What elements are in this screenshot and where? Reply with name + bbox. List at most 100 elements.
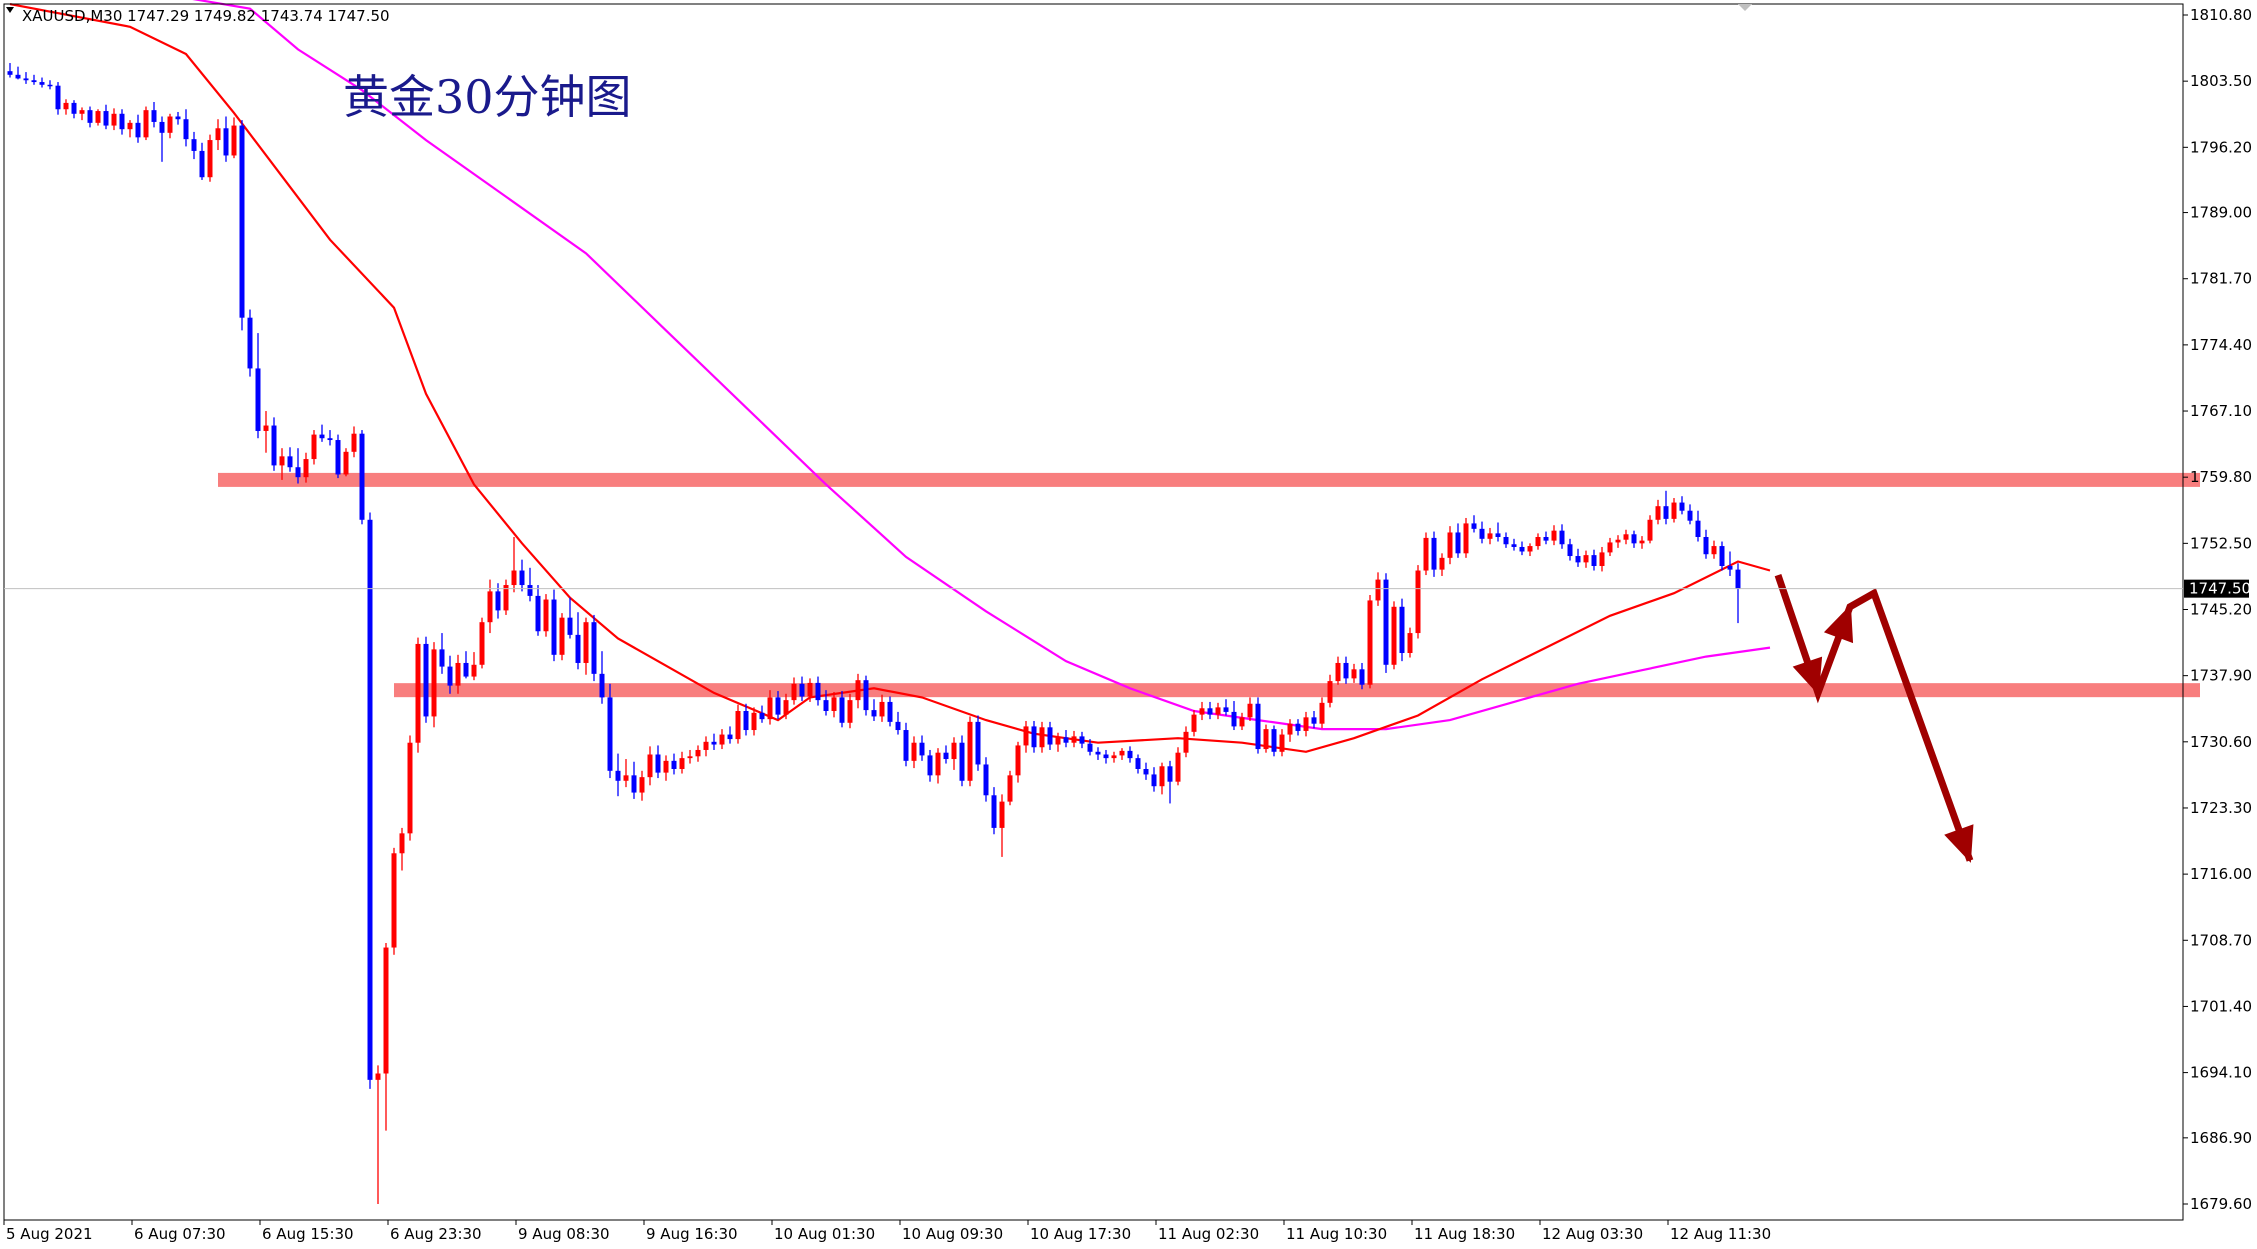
- candle: [1111, 751, 1117, 763]
- x-tick-label: 9 Aug 16:30: [646, 1225, 738, 1243]
- candle: [455, 654, 461, 694]
- candle: [31, 74, 37, 85]
- candle: [599, 651, 605, 704]
- candle: [847, 693, 853, 729]
- candle: [639, 770, 645, 801]
- candle: [991, 787, 997, 835]
- candle: [1255, 697, 1261, 754]
- candle: [791, 677, 797, 705]
- candle: [1607, 537, 1613, 557]
- candle: [895, 711, 901, 735]
- candle: [1183, 726, 1189, 758]
- last-price-tag: [2184, 579, 2249, 598]
- candlesticks: [7, 63, 1741, 1204]
- candle: [1279, 729, 1285, 757]
- candle: [335, 434, 341, 479]
- candle: [439, 633, 445, 674]
- candle: [503, 579, 509, 615]
- x-tick-label: 12 Aug 11:30: [1670, 1225, 1771, 1243]
- candle: [1575, 548, 1581, 567]
- candle: [719, 729, 725, 750]
- candle: [1567, 538, 1573, 561]
- candle: [1071, 730, 1077, 748]
- candle: [1695, 510, 1701, 542]
- candle: [1295, 719, 1301, 736]
- candle: [1135, 754, 1141, 774]
- candle: [1383, 573, 1389, 673]
- candle: [543, 594, 549, 637]
- y-tick-label: 1694.10: [2190, 1064, 2252, 1082]
- candle: [47, 80, 53, 90]
- candle: [95, 109, 101, 126]
- candle: [319, 424, 325, 442]
- candle: [1319, 697, 1325, 729]
- candle: [287, 447, 293, 472]
- candle: [1455, 523, 1461, 558]
- candle: [1727, 551, 1733, 576]
- candle: [183, 109, 189, 147]
- candle: [975, 715, 981, 771]
- candle: [919, 735, 925, 761]
- candle: [967, 716, 973, 787]
- candle: [359, 430, 365, 525]
- price-zone-2: [394, 683, 2200, 698]
- x-tick-label: 11 Aug 02:30: [1158, 1225, 1259, 1243]
- candle: [407, 735, 413, 841]
- candle: [927, 749, 933, 782]
- x-tick-label: 6 Aug 15:30: [262, 1225, 354, 1243]
- x-tick-label: 9 Aug 08:30: [518, 1225, 610, 1243]
- candle: [71, 100, 77, 119]
- candle: [79, 107, 85, 121]
- candle: [199, 142, 205, 180]
- candle: [1199, 701, 1205, 721]
- candle: [1599, 546, 1605, 572]
- candle: [303, 452, 309, 483]
- x-tick-label: 11 Aug 18:30: [1414, 1225, 1515, 1243]
- candle: [1647, 515, 1653, 544]
- candle: [343, 448, 349, 477]
- axes: [3, 3, 2249, 1225]
- candle: [167, 113, 173, 139]
- candle: [383, 943, 389, 1131]
- candle: [1359, 662, 1365, 690]
- candle: [1151, 767, 1157, 792]
- candle: [1039, 721, 1045, 753]
- candle: [1471, 515, 1477, 533]
- candle: [727, 726, 733, 744]
- candle: [1703, 529, 1709, 559]
- candle: [1287, 719, 1293, 742]
- candle: [1447, 526, 1453, 565]
- y-tick-label: 1774.40: [2190, 336, 2252, 354]
- candle: [1463, 517, 1469, 558]
- candle: [711, 733, 717, 750]
- candle: [111, 108, 117, 131]
- candle: [527, 567, 533, 602]
- candle: [1391, 601, 1397, 670]
- candle: [903, 722, 909, 767]
- arrowhead-down-2: [1944, 824, 1974, 863]
- y-tick-label: 1781.70: [2190, 270, 2252, 288]
- candle: [143, 106, 149, 141]
- y-tick-label: 1686.90: [2190, 1129, 2252, 1147]
- candle: [87, 106, 93, 128]
- candle: [1143, 762, 1149, 780]
- candle: [1583, 550, 1589, 568]
- candle: [551, 589, 557, 662]
- candle: [751, 707, 757, 736]
- candle: [55, 82, 61, 115]
- last-price-label: 1747.50: [2189, 580, 2251, 598]
- candle: [1423, 532, 1429, 576]
- candle: [511, 537, 517, 593]
- candle: [951, 737, 957, 770]
- candle: [399, 827, 405, 871]
- candle: [1311, 711, 1317, 729]
- candle: [375, 1065, 381, 1204]
- candle: [839, 691, 845, 728]
- candle: [815, 676, 821, 706]
- candle: [15, 66, 21, 80]
- candle: [631, 761, 637, 799]
- candle: [7, 63, 13, 78]
- candle: [463, 651, 469, 679]
- candle: [607, 683, 613, 779]
